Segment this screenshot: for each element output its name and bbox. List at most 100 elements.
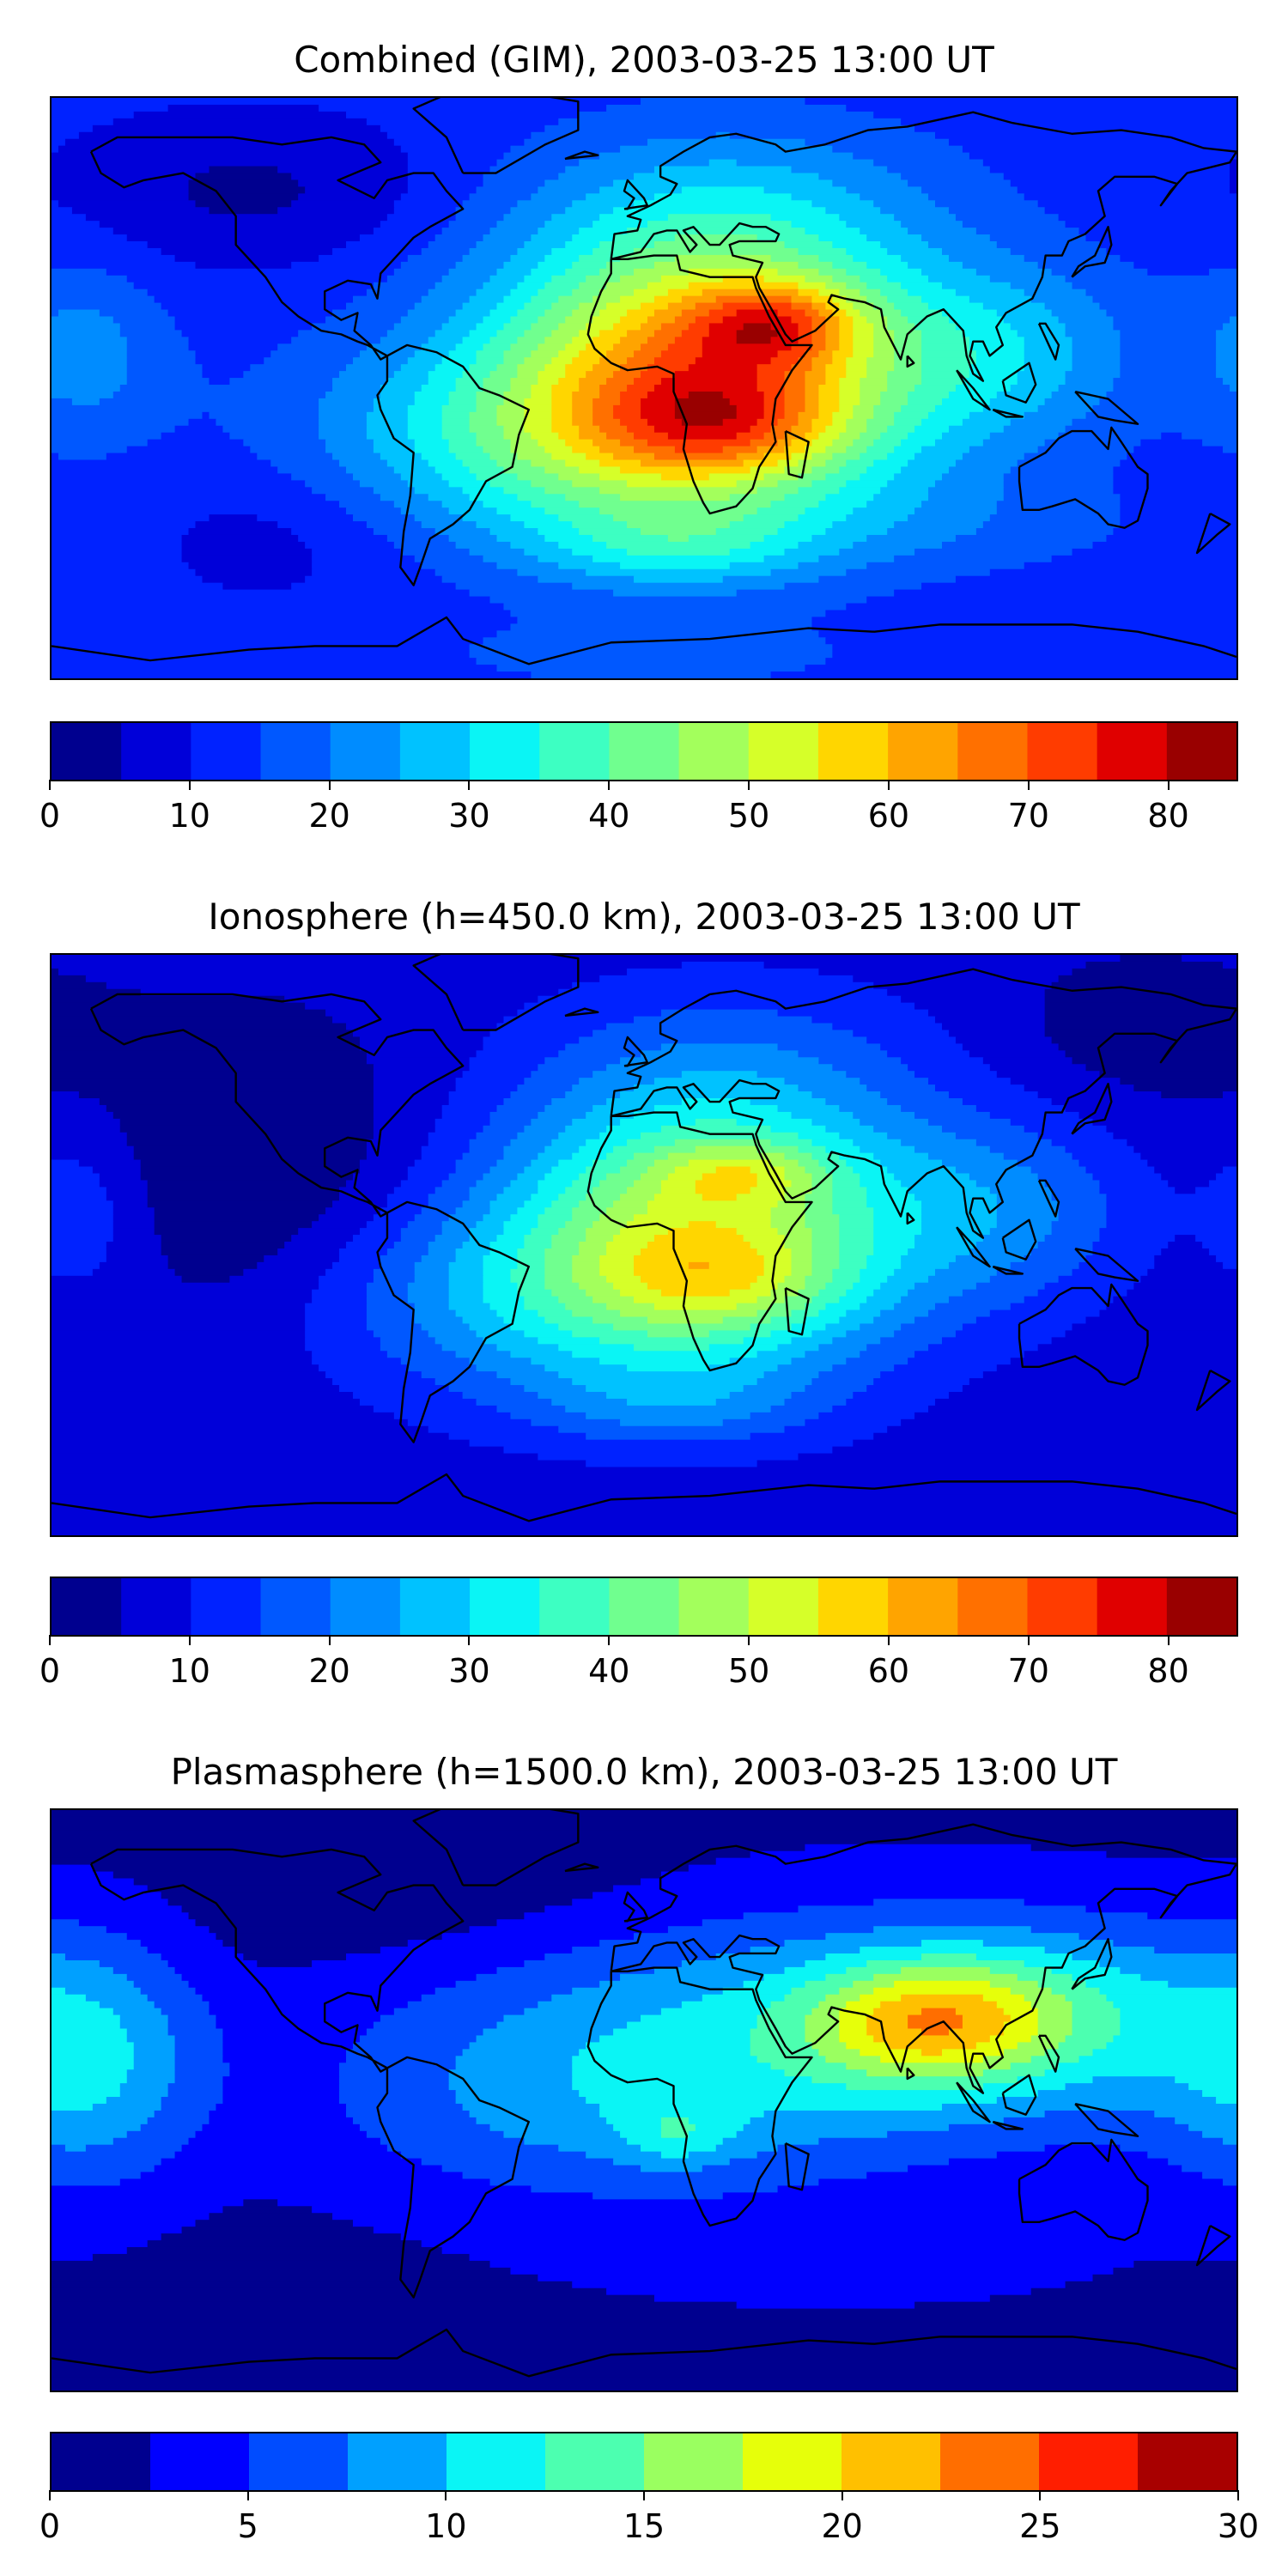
colorbar-level-4 xyxy=(330,1578,401,1635)
panel-1-contour xyxy=(52,98,1236,678)
colorbar-tick-mark xyxy=(188,1635,191,1645)
colorbar-level-5 xyxy=(399,723,471,780)
panel-2-title: Ionosphere (h=450.0 km), 2003-03-25 13:0… xyxy=(208,896,1080,938)
colorbar-level-7 xyxy=(539,1578,610,1635)
colorbar-tick-mark xyxy=(608,1635,611,1645)
colorbar-level-5 xyxy=(399,1578,471,1635)
colorbar-level-2 xyxy=(191,723,262,780)
colorbar-level-8 xyxy=(609,1578,680,1635)
colorbar-tick-label: 10 xyxy=(168,797,210,835)
colorbar-level-7 xyxy=(743,2433,842,2490)
colorbar-level-6 xyxy=(470,723,540,780)
panel-3-contour xyxy=(52,1810,1236,2391)
colorbar-level-13 xyxy=(957,1578,1028,1635)
colorbar-level-9 xyxy=(940,2433,1040,2490)
colorbar-tick-mark xyxy=(445,2490,447,2500)
colorbar-tick-label: 5 xyxy=(237,2507,258,2545)
colorbar-level-14 xyxy=(1027,1578,1098,1635)
colorbar-tick-label: 30 xyxy=(1217,2507,1260,2545)
colorbar-tick-mark xyxy=(643,2490,645,2500)
colorbar-tick-mark xyxy=(748,780,750,790)
colorbar-tick-mark xyxy=(328,1635,331,1645)
colorbar-tick-label: 10 xyxy=(425,2507,467,2545)
colorbar-tick-label: 60 xyxy=(867,797,910,835)
colorbar-level-8 xyxy=(841,2433,941,2490)
panel-2-map xyxy=(50,953,1238,1537)
colorbar-level-1 xyxy=(150,2433,250,2490)
panel-1-map xyxy=(50,96,1238,680)
colorbar-tick-label: 50 xyxy=(727,797,770,835)
colorbar-level-10 xyxy=(1039,2433,1139,2490)
colorbar-level-3 xyxy=(348,2433,447,2490)
colorbar-tick-mark xyxy=(468,780,471,790)
colorbar-level-6 xyxy=(644,2433,744,2490)
colorbar-tick-mark xyxy=(1167,1635,1170,1645)
colorbar-level-15 xyxy=(1097,1578,1168,1635)
colorbar-level-2 xyxy=(191,1578,262,1635)
colorbar-tick-label: 60 xyxy=(867,1652,910,1690)
colorbar-level-11 xyxy=(1138,2433,1236,2490)
colorbar-level-2 xyxy=(249,2433,349,2490)
colorbar-tick-mark xyxy=(1039,2490,1042,2500)
colorbar-tick-label: 0 xyxy=(39,2507,61,2545)
colorbar-tick-mark xyxy=(1027,1635,1030,1645)
colorbar-tick-label: 70 xyxy=(1007,797,1049,835)
colorbar-level-14 xyxy=(1027,723,1098,780)
colorbar-level-5 xyxy=(545,2433,645,2490)
colorbar-level-3 xyxy=(260,723,331,780)
panel-2-colorbar xyxy=(50,1577,1238,1637)
colorbar-tick-mark xyxy=(1237,2490,1239,2500)
panel-2-contour xyxy=(52,955,1236,1535)
colorbar-tick-label: 80 xyxy=(1147,797,1189,835)
colorbar-tick-mark xyxy=(328,780,331,790)
colorbar-tick-mark xyxy=(49,1635,51,1645)
colorbar-level-12 xyxy=(888,1578,958,1635)
panel-1-colorbar xyxy=(50,721,1238,781)
colorbar-tick-mark xyxy=(1027,780,1030,790)
colorbar-tick-label: 10 xyxy=(168,1652,210,1690)
colorbar-tick-mark xyxy=(188,780,191,790)
colorbar-tick-label: 0 xyxy=(39,797,61,835)
colorbar-level-7 xyxy=(539,723,610,780)
coastline xyxy=(52,955,1236,1522)
colorbar-tick-label: 30 xyxy=(448,797,490,835)
colorbar-level-4 xyxy=(447,2433,546,2490)
colorbar-tick-label: 25 xyxy=(1019,2507,1061,2545)
colorbar-level-11 xyxy=(817,1578,889,1635)
colorbar-tick-mark xyxy=(841,2490,843,2500)
colorbar-tick-label: 40 xyxy=(588,797,630,835)
colorbar-tick-mark xyxy=(49,780,51,790)
colorbar-level-13 xyxy=(957,723,1028,780)
panel-1-colorbar-ticks: 0 10 20 30 40 50 60 70 80 xyxy=(39,780,1238,835)
colorbar-level-10 xyxy=(748,723,819,780)
panel-3-map xyxy=(50,1808,1238,2392)
panel-1-title: Combined (GIM), 2003-03-25 13:00 UT xyxy=(294,39,994,81)
colorbar-level-9 xyxy=(678,1578,750,1635)
colorbar-level-6 xyxy=(470,1578,540,1635)
colorbar-level-0 xyxy=(52,2433,151,2490)
panel-3-colorbar xyxy=(50,2432,1238,2492)
colorbar-tick-label: 70 xyxy=(1007,1652,1049,1690)
colorbar-tick-label: 30 xyxy=(448,1652,490,1690)
panel-3-colorbar-ticks: 0 5 10 15 20 25 30 xyxy=(39,2490,1259,2545)
colorbar-level-1 xyxy=(121,1578,191,1635)
colorbar-level-1 xyxy=(121,723,191,780)
colorbar-tick-mark xyxy=(246,2490,249,2500)
colorbar-level-16 xyxy=(1166,1578,1236,1635)
colorbar-tick-label: 15 xyxy=(623,2507,665,2545)
colorbar-tick-mark xyxy=(748,1635,750,1645)
colorbar-level-3 xyxy=(260,1578,331,1635)
colorbar-level-12 xyxy=(888,723,958,780)
colorbar-tick-label: 0 xyxy=(39,1652,61,1690)
colorbar-level-11 xyxy=(817,723,889,780)
colorbar-level-15 xyxy=(1097,723,1168,780)
panel-3-title: Plasmasphere (h=1500.0 km), 2003-03-25 1… xyxy=(170,1751,1118,1793)
colorbar-level-10 xyxy=(748,1578,819,1635)
colorbar-tick-label: 50 xyxy=(727,1652,770,1690)
colorbar-tick-mark xyxy=(608,780,611,790)
colorbar-tick-mark xyxy=(887,1635,890,1645)
colorbar-tick-label: 40 xyxy=(588,1652,630,1690)
colorbar-tick-mark xyxy=(887,780,890,790)
colorbar-tick-label: 20 xyxy=(821,2507,863,2545)
colorbar-level-0 xyxy=(52,723,122,780)
